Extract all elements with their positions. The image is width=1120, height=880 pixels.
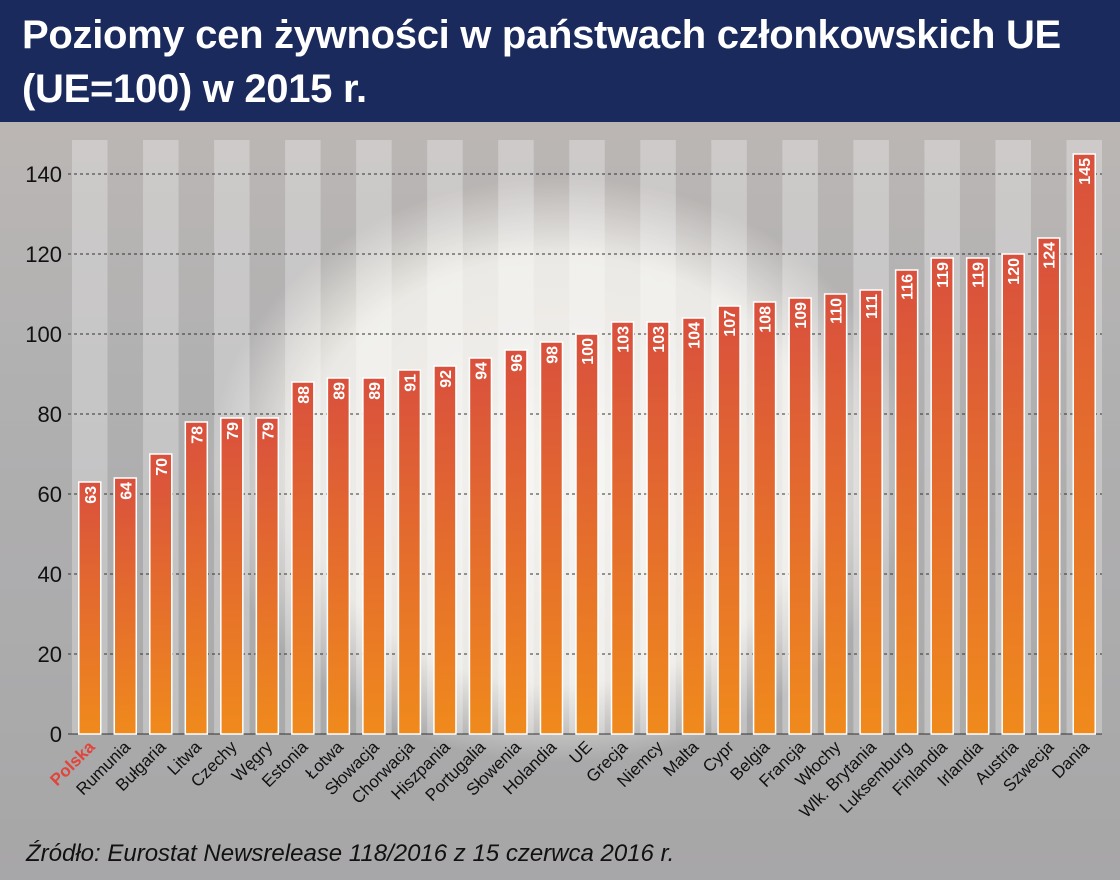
bar (362, 377, 386, 735)
bar (433, 365, 457, 735)
value-label: 120 (1006, 258, 1023, 285)
bar (894, 269, 919, 735)
bar (859, 289, 883, 735)
bar (1001, 253, 1025, 735)
x-tick-label: Dania (1048, 737, 1093, 782)
value-label: 100 (580, 338, 597, 365)
value-label: 124 (1042, 242, 1059, 269)
value-label: 111 (864, 294, 881, 319)
value-labels: 63 64 70 78 79 79 88 89 89 91 92 94 96 98 100 103 103 104… (83, 158, 1094, 504)
bar (752, 301, 777, 735)
y-tick-label: 80 (38, 402, 62, 427)
bar-chart: 63 64 70 78 79 79 88 89 89 91 92 94 96 98 100 103 103 104… (25, 140, 1102, 822)
value-label: 119 (935, 262, 952, 288)
value-label: 79 (260, 422, 277, 440)
bar (717, 305, 741, 735)
x-axis: PolskaRumuniaBułgariaLitwaCzechyWęgryEst… (46, 737, 1093, 822)
bar (326, 377, 351, 735)
y-tick-label: 40 (38, 562, 62, 587)
bar (681, 317, 706, 735)
value-label: 88 (296, 386, 313, 404)
bar (1036, 237, 1061, 735)
value-label: 91 (402, 374, 419, 392)
value-label: 94 (473, 362, 490, 380)
bars (78, 153, 1096, 735)
y-tick-label: 120 (25, 242, 62, 267)
value-label: 70 (154, 458, 171, 476)
value-label: 92 (438, 370, 455, 388)
bar (291, 381, 315, 735)
y-tick-label: 140 (25, 162, 62, 187)
bar (255, 417, 280, 735)
bar (184, 421, 209, 735)
title-banner: Poziomy cen żywności w państwach członko… (0, 0, 1120, 122)
bar (646, 321, 670, 735)
value-label: 64 (118, 482, 135, 500)
bar (1072, 153, 1096, 735)
bar (149, 453, 173, 735)
bar (220, 417, 244, 735)
value-label: 78 (189, 426, 206, 444)
value-label: 109 (793, 302, 810, 329)
value-label: 116 (900, 274, 917, 300)
y-tick-label: 0 (50, 722, 62, 747)
value-label: 63 (83, 486, 100, 504)
value-label: 96 (509, 354, 526, 372)
value-label: 145 (1077, 158, 1094, 185)
bar (965, 257, 990, 735)
x-tick-label: Malta (660, 737, 703, 780)
value-label: 107 (722, 310, 739, 337)
bar (930, 257, 954, 735)
value-label: 103 (616, 326, 633, 353)
bar (504, 349, 528, 735)
bar (539, 341, 564, 735)
bar (78, 481, 102, 735)
bar (113, 477, 138, 735)
bar (823, 293, 848, 735)
bar (575, 333, 599, 735)
y-tick-label: 100 (25, 322, 62, 347)
value-label: 98 (544, 346, 561, 364)
bar (610, 321, 635, 735)
y-tick-label: 20 (38, 642, 62, 667)
source-note: Źródło: Eurostat Newsrelease 118/2016 z … (26, 840, 675, 867)
value-label: 79 (225, 422, 242, 440)
value-label: 89 (367, 382, 384, 400)
value-label: 110 (829, 298, 846, 324)
value-label: 104 (687, 322, 704, 349)
y-tick-label: 60 (38, 482, 62, 507)
bar (468, 357, 493, 735)
bar (397, 369, 422, 735)
value-label: 103 (651, 326, 668, 353)
y-axis: 0 20 40 60 80 100 120 140 (25, 162, 62, 747)
bar (788, 297, 812, 735)
value-label: 89 (331, 382, 348, 400)
chart-title: Poziomy cen żywności w państwach członko… (22, 13, 1061, 111)
value-label: 119 (971, 262, 988, 288)
value-label: 108 (758, 306, 775, 333)
